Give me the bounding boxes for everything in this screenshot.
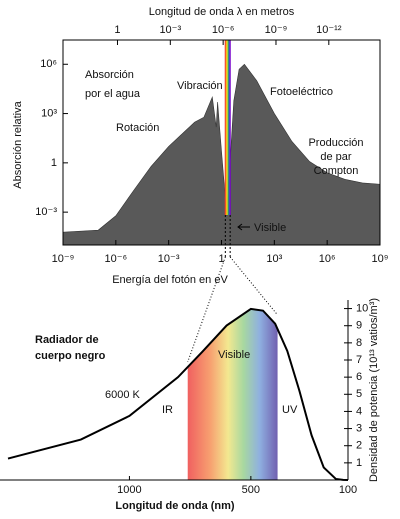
y-tick-label: 3 bbox=[356, 422, 362, 434]
visible-stripes bbox=[224, 40, 231, 215]
zoom-guide bbox=[229, 256, 278, 316]
y-tick-label: 10⁶ bbox=[40, 58, 57, 70]
x-tick-label: 1 bbox=[218, 253, 224, 265]
x2-tick-label: 1 bbox=[114, 24, 120, 36]
annotation: Rotación bbox=[116, 122, 159, 134]
x-tick-label: 1000 bbox=[117, 484, 141, 496]
annotation: Visible bbox=[254, 222, 286, 234]
y-tick-label: 2 bbox=[356, 440, 362, 452]
y-tick-label: 10⁻³ bbox=[35, 206, 57, 218]
annotation: UV bbox=[282, 404, 298, 416]
annotation: Compton bbox=[314, 165, 359, 177]
x-tick-label: 100 bbox=[339, 484, 357, 496]
x-tick-label: 10⁹ bbox=[372, 253, 389, 265]
x-tick-label: 10³ bbox=[266, 253, 282, 265]
y-tick-label: 5 bbox=[356, 388, 362, 400]
radiance-curve bbox=[7, 307, 349, 481]
y-axis-label: Absorción relativa bbox=[12, 100, 24, 188]
y-tick-label: 10 bbox=[356, 302, 368, 314]
annotation: IR bbox=[162, 404, 173, 416]
x-tick-label: 500 bbox=[242, 484, 260, 496]
annotation: por el agua bbox=[85, 88, 141, 100]
visible-arrow bbox=[237, 223, 250, 231]
x-tick-label: 10⁻⁹ bbox=[52, 253, 75, 265]
annotation: de par bbox=[320, 151, 352, 163]
annotation: Producción bbox=[308, 137, 363, 149]
y-axis-label: Densidad de potencia (10¹³ vatios/m³) bbox=[368, 298, 380, 482]
y-tick-label: 8 bbox=[356, 337, 362, 349]
annotation: Radiador de bbox=[35, 334, 99, 346]
y-tick-label: 9 bbox=[356, 320, 362, 332]
x-tick-label: 10⁻⁶ bbox=[105, 253, 128, 265]
x2-tick-label: 10⁻³ bbox=[159, 24, 181, 36]
annotation: 6000 K bbox=[105, 389, 141, 401]
annotation: Fotoeléctrico bbox=[270, 86, 333, 98]
zoom-guide bbox=[187, 256, 226, 363]
x-tick-label: 10⁻³ bbox=[158, 253, 180, 265]
y-tick-label: 1 bbox=[51, 157, 57, 169]
x-axis-label: Longitud de onda (nm) bbox=[115, 500, 234, 512]
x-tick-label: 10⁶ bbox=[319, 253, 336, 265]
annotation: Absorción bbox=[85, 69, 134, 81]
annotation: Vibración bbox=[177, 80, 223, 92]
annotation: Visible bbox=[218, 349, 250, 361]
x-axis-label: Energía del fotón en eV bbox=[112, 274, 228, 286]
x2-tick-label: 10⁻⁹ bbox=[265, 24, 288, 36]
x2-axis-label: Longitud de onda λ en metros bbox=[149, 6, 295, 18]
x2-tick-label: 10⁻⁶ bbox=[212, 24, 235, 36]
visible-band bbox=[187, 308, 278, 480]
x2-tick-label: 10⁻¹² bbox=[316, 24, 342, 36]
y-tick-label: 6 bbox=[356, 371, 362, 383]
annotation: cuerpo negro bbox=[35, 350, 106, 362]
y-tick-label: 10³ bbox=[41, 107, 57, 119]
y-tick-label: 7 bbox=[356, 354, 362, 366]
y-tick-label: 4 bbox=[356, 405, 362, 417]
y-tick-label: 1 bbox=[356, 457, 362, 469]
